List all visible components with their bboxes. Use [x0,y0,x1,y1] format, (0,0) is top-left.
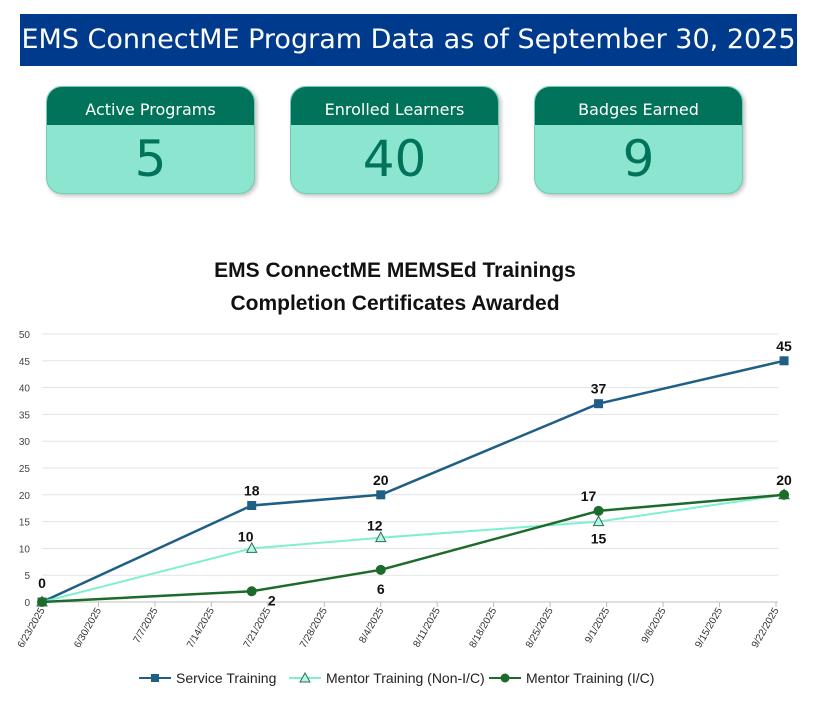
y-tick-label: 45 [19,357,31,368]
data-point-square [779,356,789,366]
y-tick-label: 15 [19,518,31,529]
x-tick-label: 8/25/2025 [524,606,556,650]
legend-swatch-triangle-icon [289,672,321,683]
legend-label: Mentor Training (I/C) [526,670,655,686]
y-tick-label: 35 [19,410,31,421]
x-tick-label: 6/23/2025 [16,606,48,650]
data-point-square [376,490,386,500]
y-tick-label: 50 [19,330,31,341]
y-tick-label: 5 [24,571,30,582]
x-tick-label: 7/28/2025 [298,606,330,650]
kpi-value: 40 [362,130,427,188]
data-point-circle [593,505,604,516]
chart-legend: Service Training Mentor Training (Non-I/… [0,670,816,690]
data-label: 12 [367,518,383,534]
data-point-circle [37,597,47,607]
line-chart: EMS ConnectME MEMSEd Trainings Completion… [16,259,792,650]
chart-title-line: Completion Certificates Awarded [230,292,559,315]
x-tick-label: 8/18/2025 [468,606,500,650]
series-line [41,359,785,604]
x-tick-label: 9/8/2025 [640,606,669,646]
chart-title-line: EMS ConnectME MEMSEd Trainings [214,259,576,282]
data-label: 45 [776,338,792,354]
x-tick-label: 9/22/2025 [750,606,782,650]
legend-item-service-training: Service Training [138,670,276,686]
x-tick-label: 6/30/2025 [72,606,104,650]
kpi-label: Badges Earned [535,87,742,125]
y-tick-label: 30 [19,437,31,448]
data-label: 20 [373,472,389,488]
data-point-circle [779,489,790,500]
page-title-banner: EMS ConnectME Program Data as of Septemb… [20,14,797,66]
data-label: 6 [377,581,385,597]
data-label: 20 [776,472,792,488]
y-tick-label: 10 [19,544,31,555]
legend-item-mentor-ic: Mentor Training (I/C) [488,670,654,686]
x-tick-label: 8/11/2025 [411,606,443,650]
x-tick-label: 8/4/2025 [357,606,386,646]
data-point-circle [246,586,257,597]
data-point-triangle [592,515,605,527]
x-tick-label: 7/21/2025 [242,606,274,650]
x-tick-label: 9/15/2025 [693,606,725,650]
y-tick-label: 20 [19,491,31,502]
x-tick-label: 7/7/2025 [132,606,161,646]
legend-label: Service Training [176,670,277,686]
data-label: 0 [38,575,46,591]
data-point-square [594,399,604,409]
legend-label: Mentor Training (Non-I/C) [326,670,485,686]
legend-item-mentor-non-ic: Mentor Training (Non-I/C) [288,670,485,686]
legend-swatch-circle-icon [489,673,521,683]
y-tick-label: 0 [24,598,30,609]
data-point-circle [375,564,386,575]
data-label: 17 [581,488,597,504]
kpi-value: 9 [622,130,655,188]
y-tick-label: 40 [19,384,31,395]
data-label: 15 [591,531,607,547]
kpi-label: Enrolled Learners [291,87,498,125]
kpi-card-badges-earned: Badges Earned 9 [534,86,743,194]
data-label: 10 [238,528,254,544]
legend-swatch-square-icon [139,674,171,682]
data-point-triangle [374,531,387,543]
kpi-card-enrolled-learners: Enrolled Learners 40 [290,86,499,194]
data-point-triangle [245,541,258,553]
x-tick-label: 9/1/2025 [583,606,612,646]
data-label: 2 [268,592,276,608]
x-tick-label: 7/14/2025 [185,606,217,650]
page-title: EMS ConnectME Program Data as of Septemb… [21,24,796,55]
data-point-square [247,501,257,511]
data-label: 18 [244,483,260,499]
data-label: 37 [591,381,607,397]
kpi-card-active-programs: Active Programs 5 [46,86,255,194]
y-tick-label: 25 [19,464,31,475]
kpi-value: 5 [134,130,167,188]
kpi-label: Active Programs [47,87,254,125]
